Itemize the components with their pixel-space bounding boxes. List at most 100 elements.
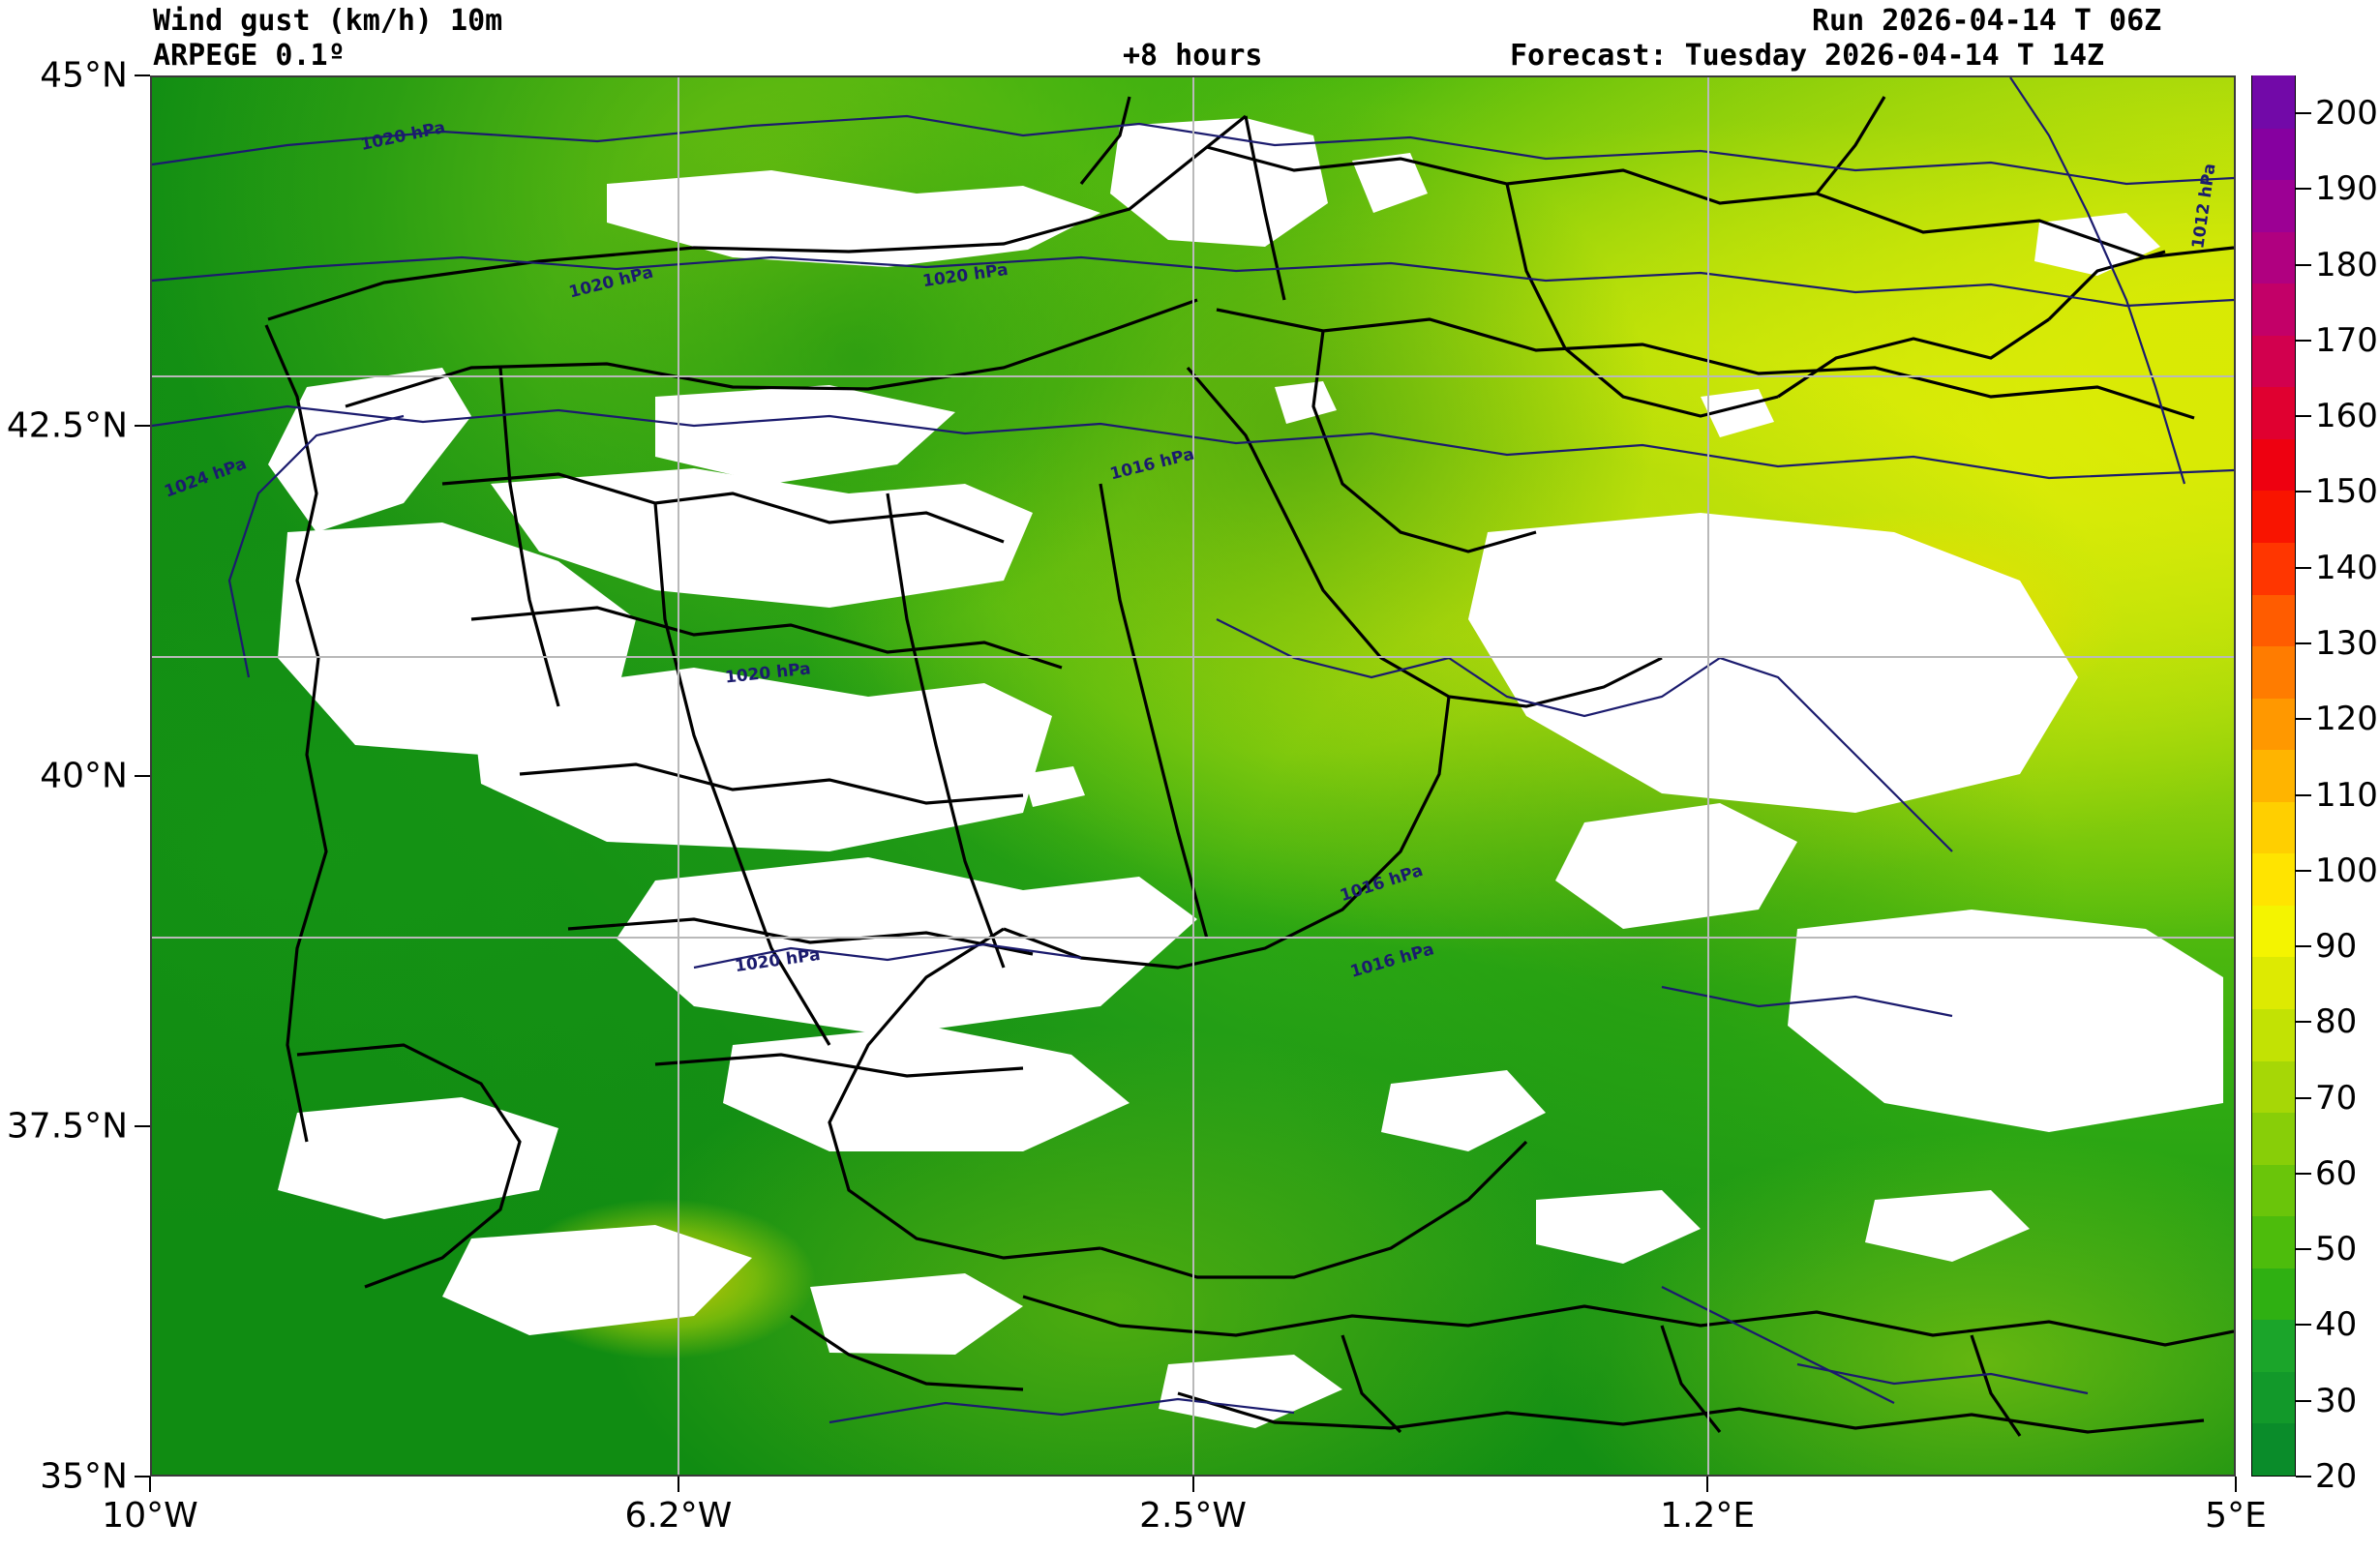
colorbar-segment [2252, 801, 2295, 854]
y-axis-tick [135, 75, 150, 76]
y-axis-tick [135, 1476, 150, 1477]
colorbar-tick [2296, 1324, 2311, 1327]
colorbar-tick-label: 60 [2315, 1153, 2358, 1193]
colorbar-segment [2252, 179, 2295, 232]
colorbar-segment [2252, 1060, 2295, 1114]
colorbar-segment [2252, 1371, 2295, 1424]
y-axis-label: 40°N [40, 756, 128, 796]
colorbar-segment [2252, 698, 2295, 751]
colorbar-tick [2296, 1399, 2311, 1402]
colorbar-tick-label: 70 [2315, 1078, 2358, 1118]
colorbar-tick-label: 120 [2315, 700, 2378, 739]
x-axis-label: 2.5°W [1139, 1496, 1247, 1536]
x-axis-label: 10°W [102, 1496, 198, 1536]
y-axis-tick [135, 425, 150, 427]
colorbar-tick-label: 90 [2315, 927, 2358, 967]
colorbar-segment [2252, 438, 2295, 492]
graticule-lon-1-2e [1707, 77, 1709, 1475]
map-surface: 1020 hPa 1020 hPa 1020 hPa 1024 hPa 1020 hPa… [152, 77, 2234, 1475]
colorbar-segment [2252, 1268, 2295, 1321]
x-axis-label: 1.2°E [1660, 1496, 1756, 1536]
colorbar-tick [2296, 945, 2311, 948]
wind-gust-map[interactable]: 1020 hPa 1020 hPa 1020 hPa 1024 hPa 1020 hPa… [150, 75, 2236, 1477]
colorbar[interactable] [2251, 75, 2296, 1477]
colorbar-tick [2296, 339, 2311, 342]
colorbar-tick-label: 50 [2315, 1230, 2358, 1269]
colorbar-tick [2296, 112, 2311, 115]
x-axis-tick [2235, 1477, 2237, 1492]
colorbar-segment [2252, 593, 2295, 647]
colorbar-tick [2296, 491, 2311, 493]
colorbar-segment [2252, 956, 2295, 1009]
isobars [152, 77, 2234, 1424]
colorbar-segment [2252, 542, 2295, 595]
forecast-valid-label: Forecast: Tuesday 2026-04-14 T 14Z [1510, 39, 2105, 73]
colorbar-tick-label: 130 [2315, 624, 2378, 664]
colorbar-tick [2296, 1172, 2311, 1175]
colorbar-tick-label: 30 [2315, 1381, 2358, 1420]
graticule-lon-2-5w [1192, 77, 1194, 1475]
y-axis-tick [135, 775, 150, 777]
colorbar-tick-label: 200 [2315, 94, 2378, 134]
colorbar-segment [2252, 75, 2295, 129]
colorbar-segment [2252, 283, 2295, 336]
colorbar-tick [2296, 869, 2311, 872]
x-axis-label: 6.2°W [624, 1496, 733, 1536]
y-axis-tick [135, 1125, 150, 1127]
colorbar-tick [2296, 642, 2311, 645]
colorbar-tick [2296, 415, 2311, 418]
lead-time-label: +8 hours [1123, 39, 1263, 73]
colorbar-segment [2252, 490, 2295, 543]
colorbar-tick-label: 40 [2315, 1305, 2358, 1345]
colorbar-segment [2252, 127, 2295, 181]
x-axis-tick [149, 1477, 151, 1492]
colorbar-segment [2252, 231, 2295, 284]
map-title: Wind gust (km/h) 10m [153, 4, 503, 38]
colorbar-tick-label: 140 [2315, 548, 2378, 587]
coastlines-and-borders [264, 96, 2234, 1437]
y-axis-label: 37.5°N [6, 1106, 128, 1147]
colorbar-tick [2296, 793, 2311, 796]
colorbar-tick-label: 110 [2315, 775, 2378, 815]
colorbar-segment [2252, 749, 2295, 802]
colorbar-tick-label: 100 [2315, 851, 2378, 890]
colorbar-tick [2296, 188, 2311, 191]
colorbar-tick-label: 80 [2315, 1002, 2358, 1042]
x-axis-tick [677, 1477, 679, 1492]
colorbar-tick [2296, 1096, 2311, 1099]
colorbar-segment [2252, 645, 2295, 699]
colorbar-tick [2296, 718, 2311, 721]
colorbar-tick [2296, 566, 2311, 569]
colorbar-segment [2252, 1112, 2295, 1165]
run-time-label: Run 2026-04-14 T 06Z [1812, 4, 2162, 38]
x-axis-tick [1191, 1477, 1194, 1492]
colorbar-tick-label: 170 [2315, 320, 2378, 360]
colorbar-tick [2296, 1021, 2311, 1024]
y-axis-label: 35°N [40, 1456, 128, 1497]
colorbar-segment [2252, 905, 2295, 958]
colorbar-tick-label: 150 [2315, 472, 2378, 512]
colorbar-segment [2252, 1422, 2295, 1476]
colorbar-tick-label: 180 [2315, 245, 2378, 284]
colorbar-segment [2252, 1164, 2295, 1217]
y-axis-label: 45°N [40, 55, 128, 96]
x-axis-tick [1706, 1477, 1709, 1492]
geography-overlay [152, 77, 2234, 1437]
x-axis-label: 5°E [2205, 1496, 2267, 1536]
model-label: ARPEGE 0.1º [153, 39, 346, 73]
colorbar-segment [2252, 1008, 2295, 1061]
colorbar-segment [2252, 852, 2295, 906]
colorbar-tick-label: 20 [2315, 1457, 2358, 1496]
colorbar-tick [2296, 263, 2311, 266]
colorbar-tick-label: 160 [2315, 397, 2378, 436]
colorbar-segment [2252, 386, 2295, 439]
colorbar-tick [2296, 1476, 2311, 1477]
below-threshold-patches [268, 118, 2223, 1428]
colorbar-segment [2252, 335, 2295, 388]
colorbar-segment [2252, 1319, 2295, 1372]
graticule-lon-6-2w [678, 77, 679, 1475]
colorbar-segment [2252, 1215, 2295, 1268]
colorbar-tick [2296, 1248, 2311, 1251]
y-axis-label: 42.5°N [6, 405, 128, 446]
